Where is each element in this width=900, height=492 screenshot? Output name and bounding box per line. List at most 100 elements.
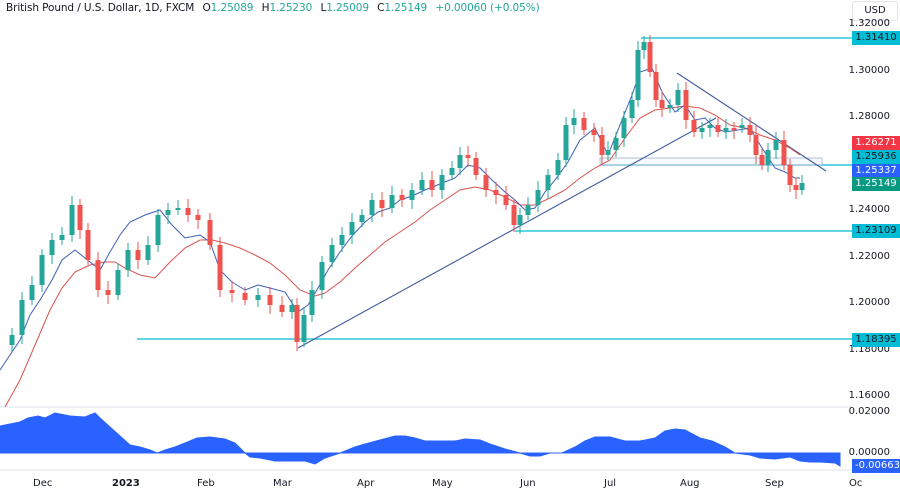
price-tag-zone: 1.25936: [852, 150, 900, 164]
candle: [699, 128, 705, 132]
candle: [29, 285, 35, 300]
candle: [449, 168, 455, 175]
candle: [195, 215, 201, 220]
candle: [753, 135, 759, 155]
oscillator-current-value: -0.00663: [852, 459, 900, 473]
candle: [605, 150, 611, 155]
candle: [294, 305, 300, 342]
candle: [793, 185, 799, 190]
price-tick: 1.32000: [848, 18, 890, 29]
slow-ma-line: [4, 105, 801, 408]
price-tick: 1.22000: [848, 251, 890, 262]
open-label: O: [202, 2, 211, 14]
time-label: Dec: [33, 478, 53, 489]
candle: [217, 245, 223, 290]
candle: [155, 215, 161, 245]
candle: [563, 125, 569, 160]
support-zone-rectangle[interactable]: [599, 157, 823, 166]
change-value: +0.00060 (+0.05%): [435, 2, 540, 14]
candle: [511, 205, 517, 225]
candle: [115, 270, 121, 295]
candle: [349, 222, 355, 235]
candle: [165, 210, 171, 215]
candle: [691, 120, 697, 132]
candle: [439, 175, 445, 190]
candle: [731, 128, 737, 130]
oscillator-tick: 0.02000: [848, 406, 890, 417]
candle: [641, 42, 647, 50]
candle: [457, 155, 463, 168]
trendlines[interactable]: [297, 72, 827, 349]
oscillator-area[interactable]: [0, 412, 841, 467]
candle: [255, 295, 261, 300]
candle: [613, 138, 619, 150]
candle: [525, 205, 531, 215]
candle: [739, 125, 745, 128]
high-value: 1.25230: [269, 2, 313, 14]
price-tag-level: 1.18395: [852, 333, 900, 347]
candle: [429, 180, 435, 190]
time-label: May: [432, 478, 453, 489]
price-tag-level: 1.23109: [852, 224, 900, 238]
time-label: Oc: [849, 478, 863, 489]
candle: [765, 150, 771, 165]
candle: [59, 235, 65, 240]
candle: [369, 200, 375, 215]
price-tick: 1.18000: [848, 344, 890, 355]
candle: [535, 190, 541, 205]
price-tag-red-ma: 1.26271: [852, 136, 900, 150]
time-label: Jun: [520, 478, 536, 489]
candle: [19, 300, 25, 335]
time-label: Aug: [680, 478, 700, 489]
candle: [301, 315, 307, 342]
price-tag-blue-ma: 1.25337: [852, 164, 900, 178]
candle: [399, 195, 405, 200]
time-label: Feb: [197, 478, 215, 489]
candle: [659, 100, 665, 108]
symbol-title[interactable]: British Pound / U.S. Dollar, 1D, FXCM: [6, 2, 195, 14]
currency-label[interactable]: USD: [852, 1, 898, 21]
candle: [635, 50, 641, 100]
price-tag-last-price: 1.25149: [852, 177, 900, 191]
time-label-year: 2023: [112, 478, 140, 489]
high-label: H: [261, 2, 270, 14]
candle: [723, 128, 729, 132]
price-tick: 1.24000: [848, 204, 890, 215]
candle: [787, 165, 793, 185]
candle: [747, 125, 753, 135]
candle: [207, 220, 213, 245]
candlesticks[interactable]: [9, 35, 805, 352]
candle: [9, 335, 15, 345]
candle: [591, 130, 597, 135]
candle: [707, 125, 713, 128]
candle: [773, 140, 779, 150]
candle: [229, 290, 235, 293]
candle: [319, 262, 325, 290]
low-value: 1.25009: [326, 2, 369, 14]
descending-trendline: [676, 72, 827, 172]
candle: [289, 305, 295, 312]
low-label: L: [320, 2, 327, 14]
candle: [389, 195, 395, 208]
candle: [545, 175, 551, 190]
time-label: Apr: [357, 478, 375, 489]
candle: [555, 160, 561, 175]
candle: [715, 125, 721, 132]
price-tick: 1.16000: [848, 390, 890, 401]
candle: [419, 180, 425, 190]
candle: [493, 190, 499, 195]
candle: [329, 245, 335, 262]
candle: [465, 155, 471, 158]
candle: [105, 290, 111, 295]
candle: [95, 260, 101, 290]
candle: [517, 215, 523, 225]
chart-legend: British Pound / U.S. Dollar, 1D, FXCM O 1…: [6, 2, 540, 14]
candle: [339, 235, 345, 245]
candle: [473, 158, 479, 175]
candle: [581, 118, 587, 130]
candle: [145, 245, 151, 260]
candle: [599, 135, 605, 155]
candle: [125, 250, 131, 270]
candle: [85, 230, 91, 260]
